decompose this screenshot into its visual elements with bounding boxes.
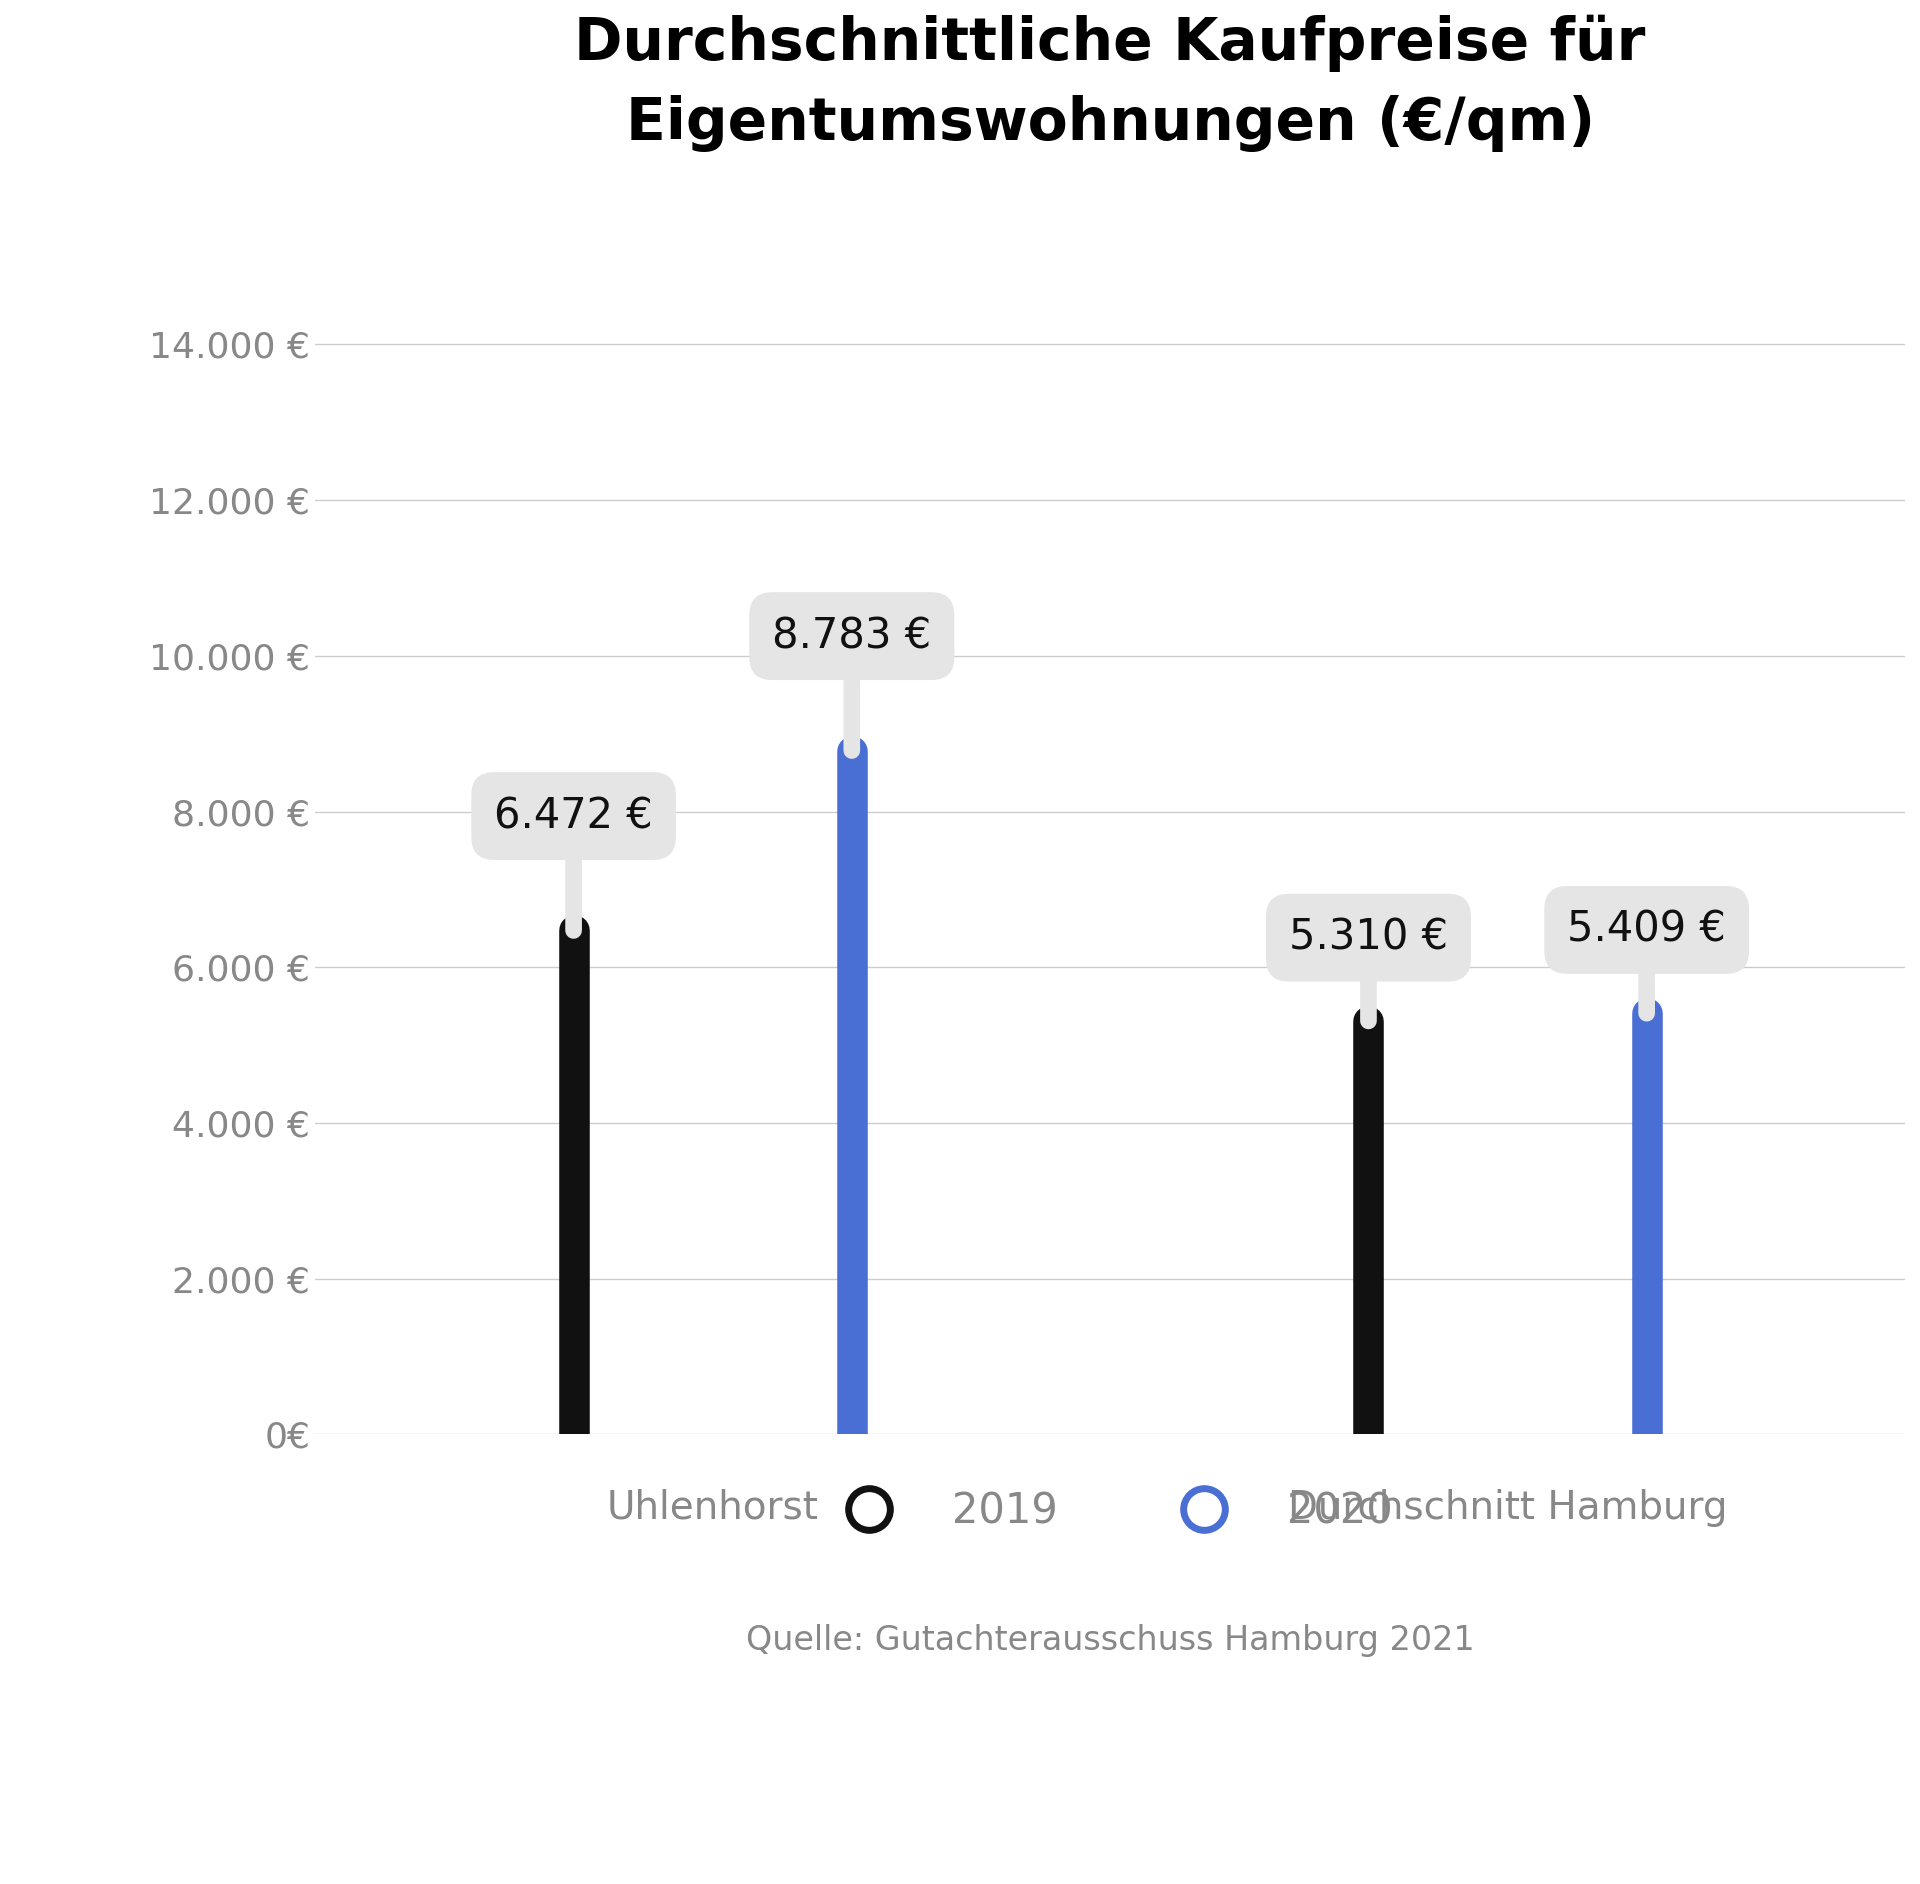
Text: Quelle: Gutachterausschuss Hamburg 2021: Quelle: Gutachterausschuss Hamburg 2021: [745, 1624, 1475, 1656]
Text: Uhlenhorst: Uhlenhorst: [607, 1488, 818, 1526]
Text: Durchschnitt Hamburg: Durchschnitt Hamburg: [1288, 1488, 1728, 1526]
Title: Durchschnittliche Kaufpreise für
Eigentumswohnungen (€/qm): Durchschnittliche Kaufpreise für Eigentu…: [574, 15, 1645, 153]
Text: 5.409 €: 5.409 €: [1567, 908, 1726, 1014]
Text: 6.472 €: 6.472 €: [493, 795, 653, 931]
Text: 5.310 €: 5.310 €: [1288, 918, 1448, 1021]
Text: 8.783 €: 8.783 €: [772, 616, 931, 750]
Legend: 2019, 2020: 2019, 2020: [810, 1475, 1409, 1549]
